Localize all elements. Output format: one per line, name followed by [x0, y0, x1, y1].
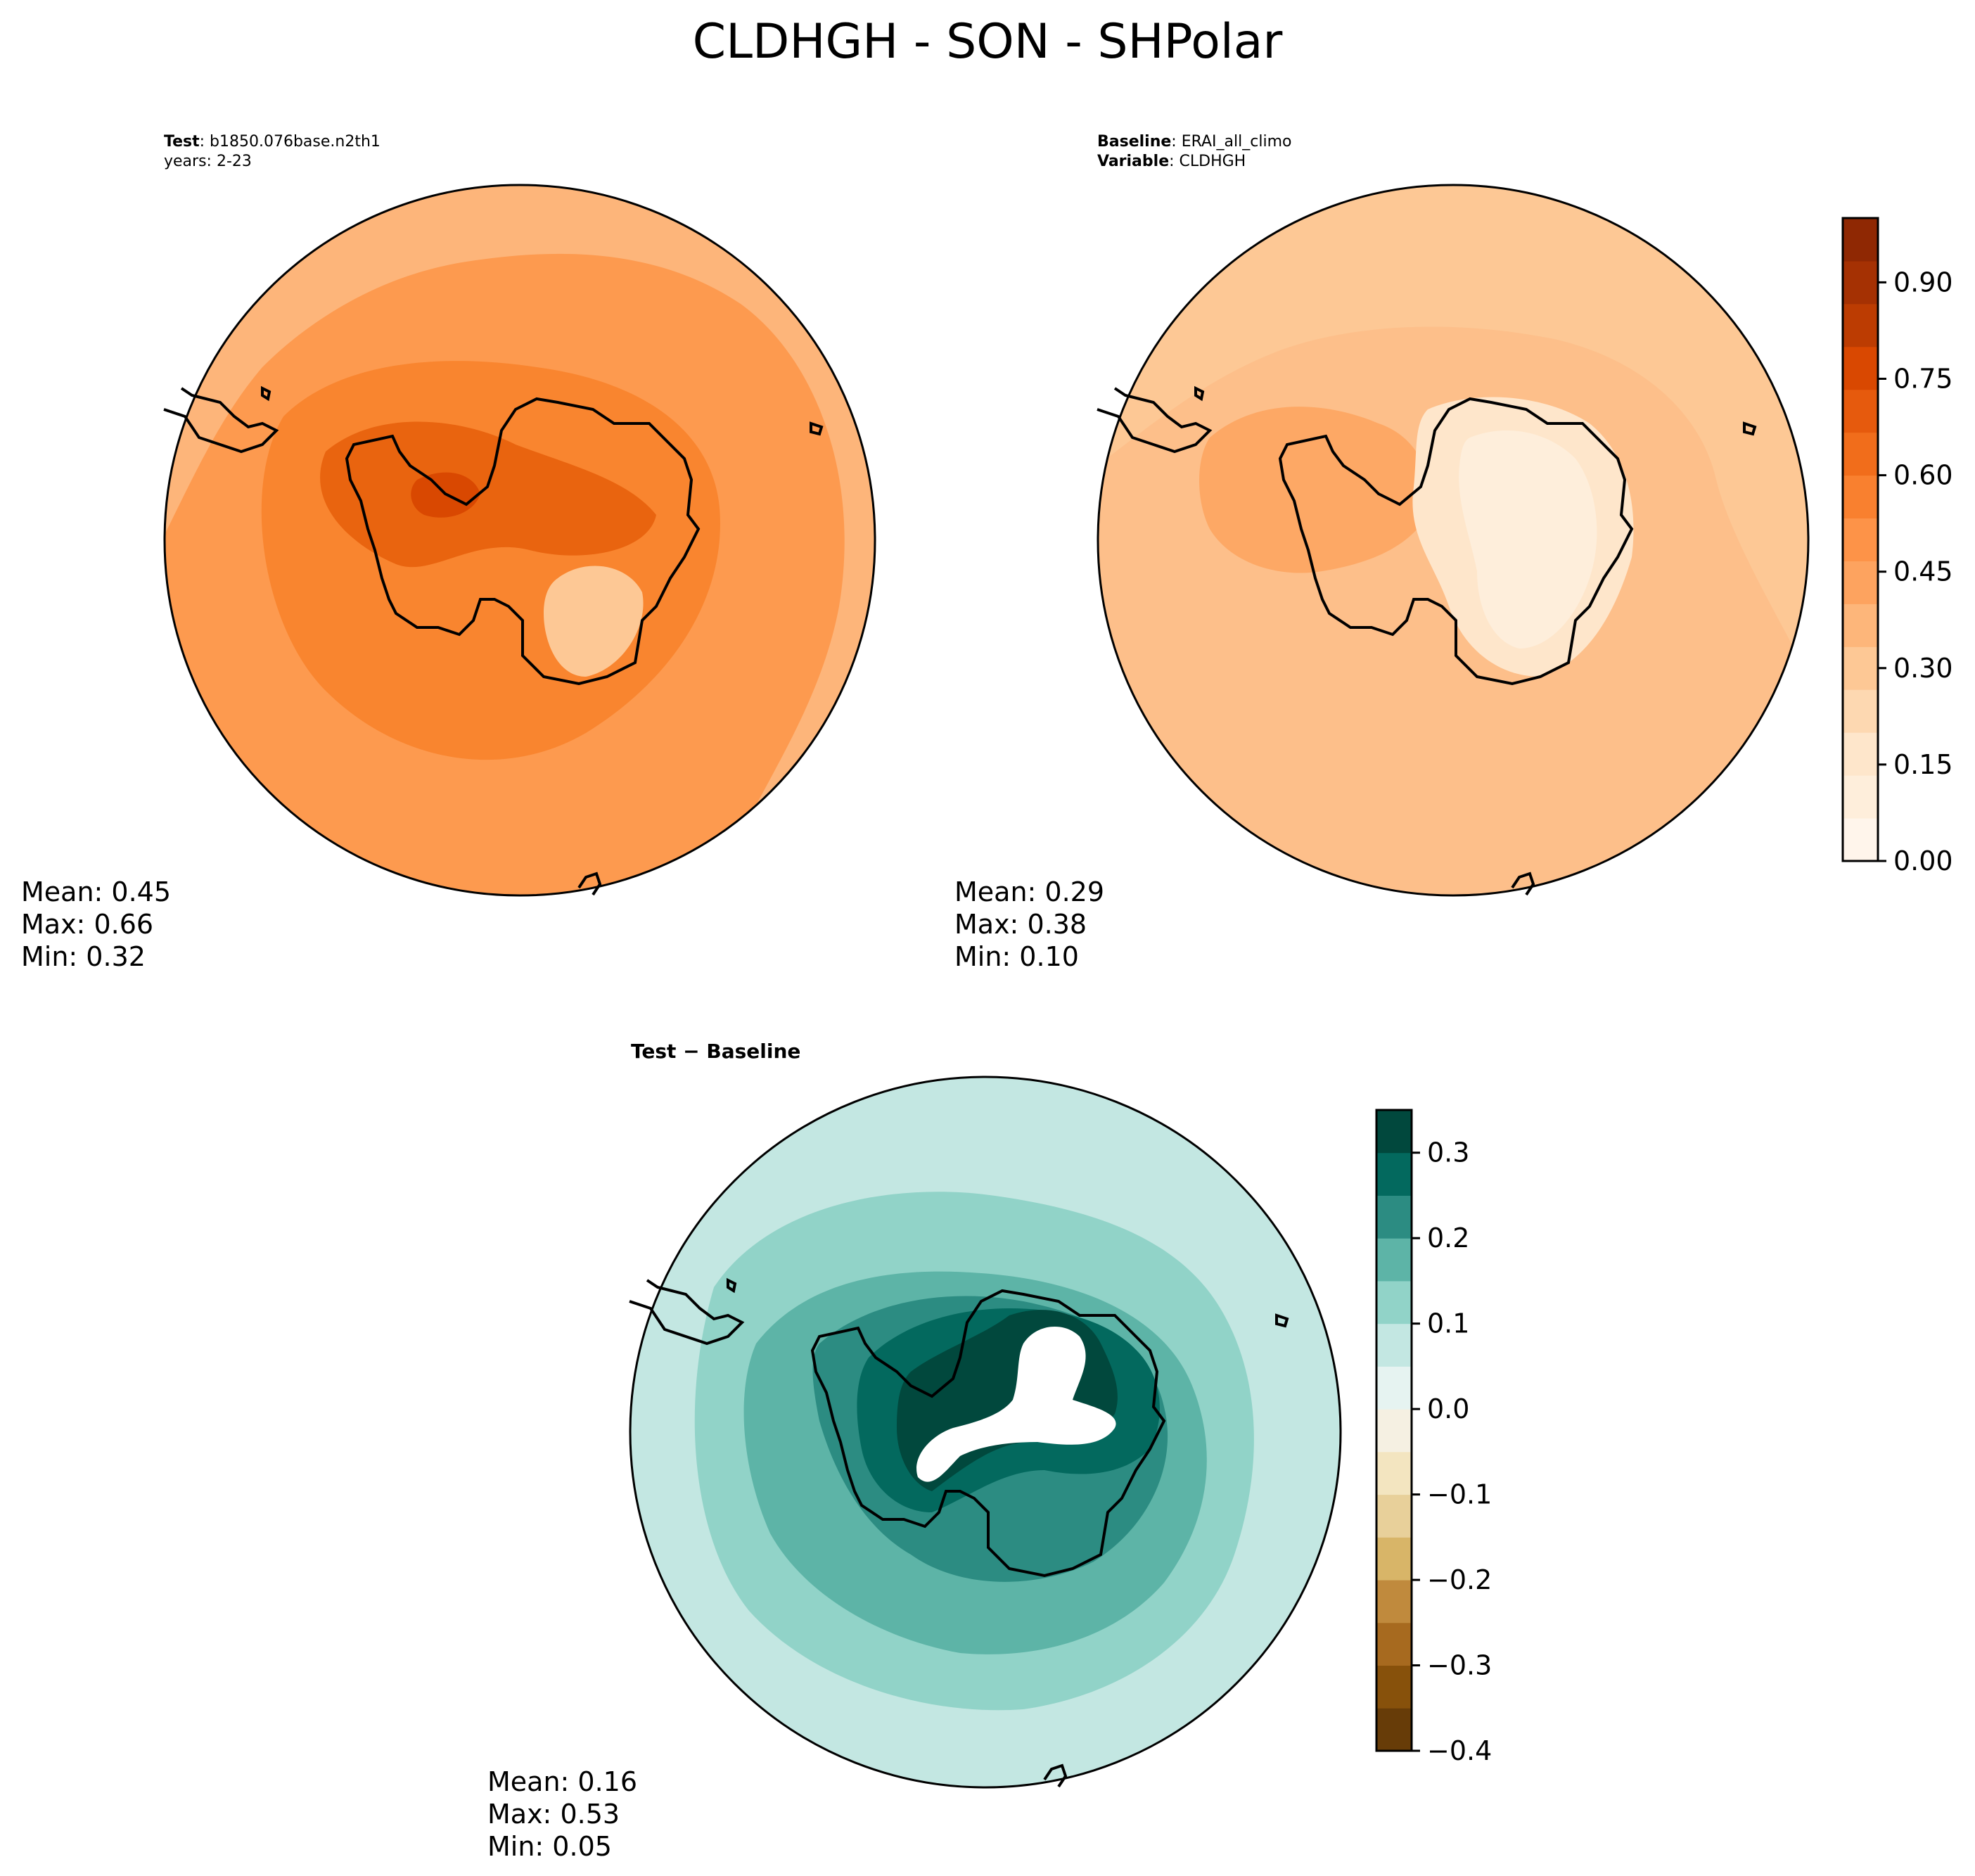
colorbar-diff-blocks	[1376, 1110, 1412, 1751]
test-stats: Mean: 0.45 Max: 0.66 Min: 0.32	[21, 876, 171, 973]
test-case-name: b1850.076base.n2th1	[210, 133, 381, 151]
colorbar-diff-block	[1376, 1665, 1412, 1709]
colorbar-diff-block	[1376, 1323, 1412, 1367]
variable-label: Variable	[1097, 153, 1170, 170]
baseline-max: Max: 0.38	[954, 909, 1087, 940]
test-max: Max: 0.66	[21, 909, 154, 940]
colorbar-diff-block	[1376, 1622, 1412, 1666]
colorbar-main-block	[1843, 646, 1878, 690]
colorbar-diff-tick-label: 0.0	[1427, 1393, 1469, 1424]
colorbar-main-block	[1843, 260, 1878, 305]
diff-mean: Mean: 0.16	[487, 1766, 638, 1797]
colorbar-main-block	[1843, 561, 1878, 604]
test-min: Min: 0.32	[21, 941, 146, 972]
colorbar-main-block	[1843, 732, 1878, 776]
colorbar-main-block	[1843, 518, 1878, 561]
colorbar-main-tick-label: 0.15	[1893, 749, 1953, 780]
colorbar-main-tick-label: 0.60	[1893, 460, 1953, 491]
colorbar-main-tick-label: 0.45	[1893, 556, 1953, 587]
colorbar-diff-tick-label: −0.2	[1427, 1564, 1492, 1595]
baseline-min: Min: 0.10	[954, 941, 1079, 972]
test-header: Test: b1850.076base.n2th1 years: 2-23	[164, 133, 381, 170]
baseline-map-boundary	[1097, 184, 1810, 897]
colorbar-main-block	[1843, 303, 1878, 347]
colorbar-diff-block	[1376, 1580, 1412, 1623]
diff-map	[629, 1076, 1342, 1789]
colorbar-main-block	[1843, 432, 1878, 476]
colorbar-main-tick-label: 0.75	[1893, 364, 1953, 395]
colorbar-main-block	[1843, 389, 1878, 433]
diff-title-test: Test	[631, 1040, 677, 1063]
colorbar-diff-tick-label: −0.1	[1427, 1479, 1492, 1510]
colorbar-diff-block	[1376, 1366, 1412, 1410]
colorbar-diff-block	[1376, 1409, 1412, 1453]
baseline-mean: Mean: 0.29	[954, 876, 1105, 907]
diff-title: Test − Baseline	[631, 1040, 800, 1063]
colorbar-main-block	[1843, 346, 1878, 390]
colorbar-main-block	[1843, 689, 1878, 733]
baseline-label: Baseline	[1097, 133, 1172, 151]
diff-max: Max: 0.53	[487, 1799, 620, 1830]
colorbar-main-block	[1843, 475, 1878, 519]
diff-map-boundary	[629, 1076, 1342, 1789]
colorbar-diff-block	[1376, 1708, 1412, 1751]
colorbar-diff-tick-label: 0.1	[1427, 1308, 1469, 1339]
colorbar-diff-block	[1376, 1280, 1412, 1325]
colorbar-main: 0.00 0.15 0.30 0.45 0.60 0.75 0.90	[1841, 217, 1953, 876]
colorbar-main-tick-label: 0.30	[1893, 653, 1953, 684]
colorbar-diff-tick-label: 0.2	[1427, 1223, 1469, 1253]
baseline-case-name: ERAI_all_climo	[1181, 133, 1292, 151]
colorbar-diff-block	[1376, 1238, 1412, 1282]
diff-stats: Mean: 0.16 Max: 0.53 Min: 0.05	[487, 1766, 637, 1863]
diff-coastline	[629, 1277, 1289, 1788]
colorbar-diff-frame	[1375, 1109, 1413, 1752]
baseline-field-lighter	[1459, 430, 1597, 649]
test-years: years: 2-23	[164, 153, 252, 170]
diff-field-center	[916, 1327, 1116, 1482]
colorbar-diff-tick-label: −0.4	[1427, 1735, 1492, 1766]
colorbar-main-frame	[1841, 217, 1879, 862]
baseline-header: Baseline: ERAI_all_climo Variable: CLDHG…	[1097, 133, 1292, 170]
colorbar-diff-tick-label: −0.3	[1427, 1650, 1492, 1681]
test-mean: Mean: 0.45	[21, 876, 172, 907]
diff-title-operator: −	[683, 1040, 700, 1063]
colorbar-main-block	[1843, 218, 1878, 262]
colorbar-diff-block	[1376, 1537, 1412, 1581]
test-map-boundary	[163, 184, 876, 897]
baseline-map	[1097, 184, 1810, 897]
colorbar-main-ticks: 0.00 0.15 0.30 0.45 0.60 0.75 0.90	[1878, 267, 1953, 876]
test-field-light-spot	[544, 566, 644, 677]
figure-title: CLDHGH - SON - SHPolar	[692, 14, 1283, 70]
baseline-stats: Mean: 0.29 Max: 0.38 Min: 0.10	[954, 876, 1104, 973]
diff-min: Min: 0.05	[487, 1831, 612, 1862]
colorbar-diff: −0.4 −0.3 −0.2 −0.1 0.0 0.1 0.2 0.3	[1375, 1109, 1492, 1766]
colorbar-diff-tick-label: 0.3	[1427, 1137, 1469, 1168]
test-coastline	[163, 385, 824, 896]
colorbar-diff-ticks: −0.4 −0.3 −0.2 −0.1 0.0 0.1 0.2 0.3	[1412, 1137, 1492, 1766]
colorbar-diff-block	[1376, 1195, 1412, 1239]
colorbar-main-block	[1843, 818, 1878, 862]
colorbar-diff-block	[1376, 1451, 1412, 1495]
test-map	[163, 184, 876, 897]
colorbar-diff-block	[1376, 1494, 1412, 1538]
colorbar-main-block	[1843, 775, 1878, 819]
variable-name: CLDHGH	[1179, 153, 1246, 170]
colorbar-diff-block	[1376, 1110, 1412, 1154]
colorbar-main-tick-label: 0.00	[1893, 846, 1953, 876]
colorbar-main-block	[1843, 604, 1878, 647]
diff-title-baseline: Baseline	[706, 1040, 801, 1063]
baseline-field-ring	[1199, 407, 1430, 573]
test-label: Test	[164, 133, 200, 151]
baseline-field-outer	[1098, 185, 1808, 677]
colorbar-main-blocks	[1843, 218, 1878, 862]
colorbar-diff-block	[1376, 1152, 1412, 1196]
colorbar-main-tick-label: 0.90	[1893, 267, 1953, 298]
